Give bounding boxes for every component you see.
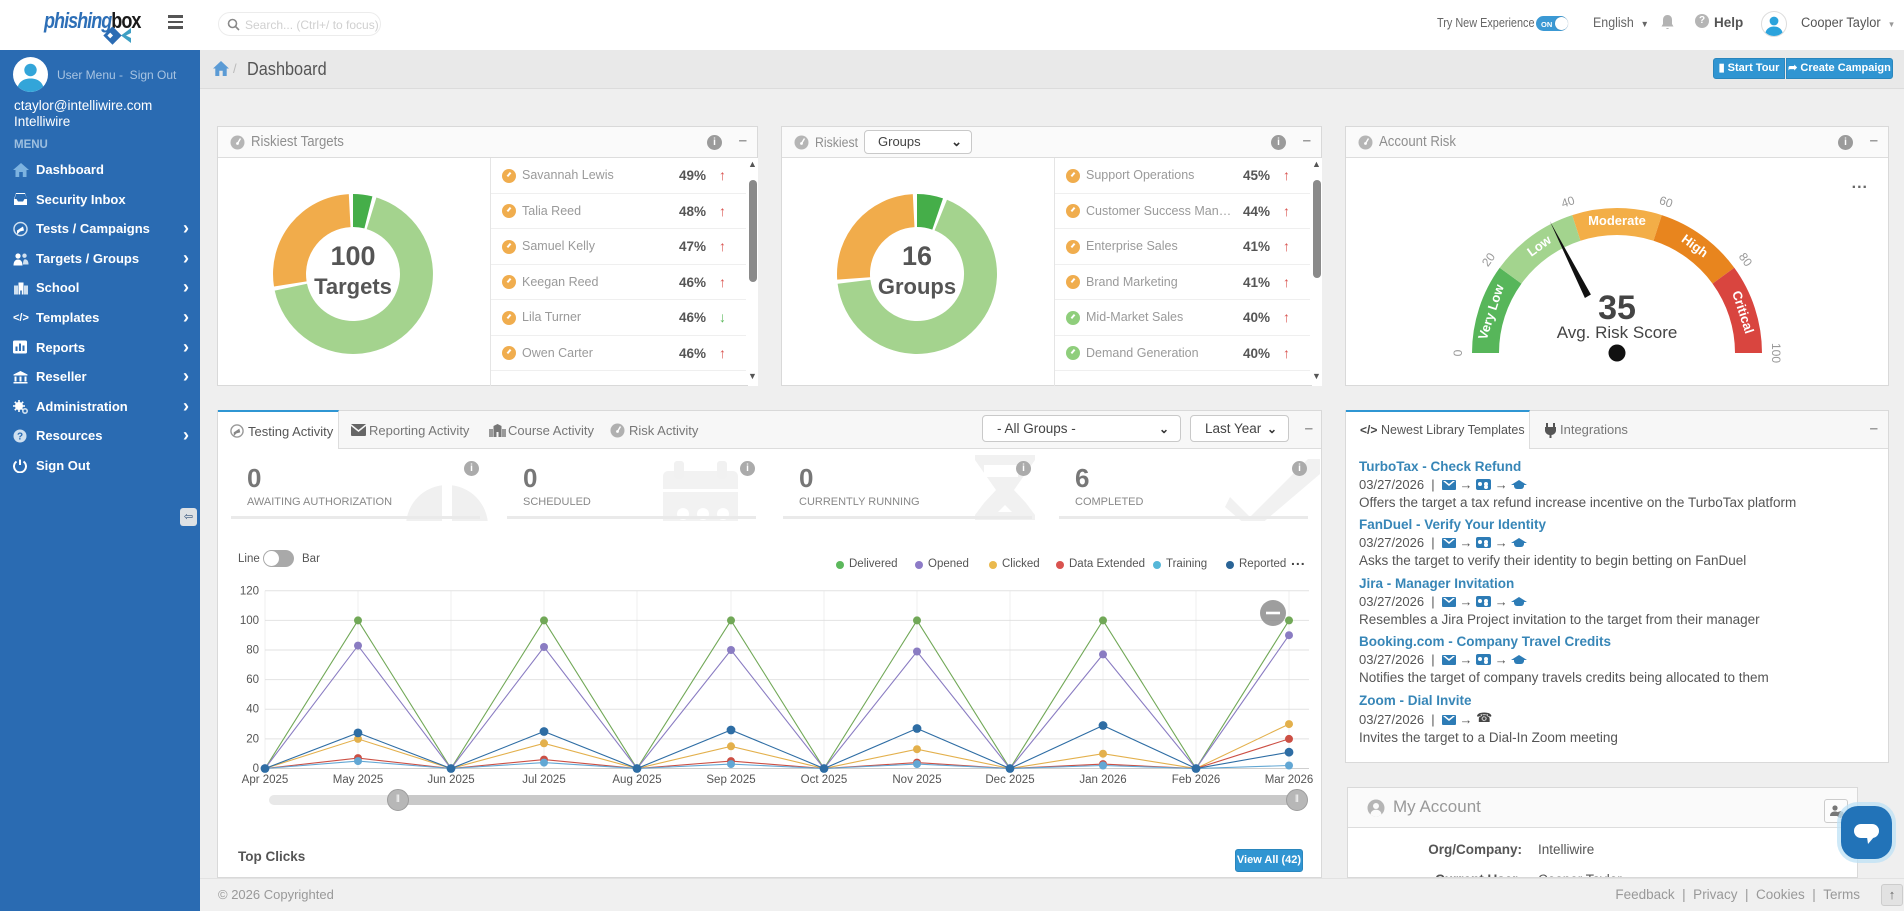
svg-text:80: 80 xyxy=(1736,250,1755,269)
svg-text:Feb 2026: Feb 2026 xyxy=(1172,774,1221,786)
svg-text:0: 0 xyxy=(1451,349,1465,356)
svg-text:Nov 2025: Nov 2025 xyxy=(892,774,941,786)
svg-text:?: ? xyxy=(17,432,23,443)
svg-text:0: 0 xyxy=(253,763,259,775)
svg-text:May 2025: May 2025 xyxy=(333,774,384,786)
svg-text:Jan 2026: Jan 2026 xyxy=(1079,774,1126,786)
svg-text:100: 100 xyxy=(330,241,375,271)
svg-text:100: 100 xyxy=(240,615,259,627)
svg-text:20: 20 xyxy=(1479,250,1498,269)
svg-text:Groups: Groups xyxy=(878,274,956,299)
svg-text:20: 20 xyxy=(246,733,259,745)
svg-text:120: 120 xyxy=(240,585,259,597)
svg-text:100: 100 xyxy=(1769,343,1783,363)
svg-text:35: 35 xyxy=(1598,289,1636,327)
svg-text:60: 60 xyxy=(246,674,259,686)
svg-text:16: 16 xyxy=(902,241,932,271)
svg-text:60: 60 xyxy=(1658,193,1675,211)
svg-text:Moderate: Moderate xyxy=(1588,213,1646,228)
svg-text:Sep 2025: Sep 2025 xyxy=(706,774,755,786)
svg-text:80: 80 xyxy=(246,645,259,657)
svg-text:Jul 2025: Jul 2025 xyxy=(522,774,565,786)
svg-text:40: 40 xyxy=(246,704,259,716)
svg-text:Jun 2025: Jun 2025 xyxy=(427,774,474,786)
svg-text:Oct 2025: Oct 2025 xyxy=(801,774,848,786)
svg-text:Apr 2025: Apr 2025 xyxy=(242,774,289,786)
svg-text:Mar 2026: Mar 2026 xyxy=(1265,774,1313,786)
svg-text:Dec 2025: Dec 2025 xyxy=(985,774,1034,786)
svg-text:Avg. Risk Score: Avg. Risk Score xyxy=(1557,323,1678,342)
svg-text:Targets: Targets xyxy=(314,274,392,299)
svg-text:Aug 2025: Aug 2025 xyxy=(612,774,661,786)
svg-text:40: 40 xyxy=(1559,193,1576,211)
